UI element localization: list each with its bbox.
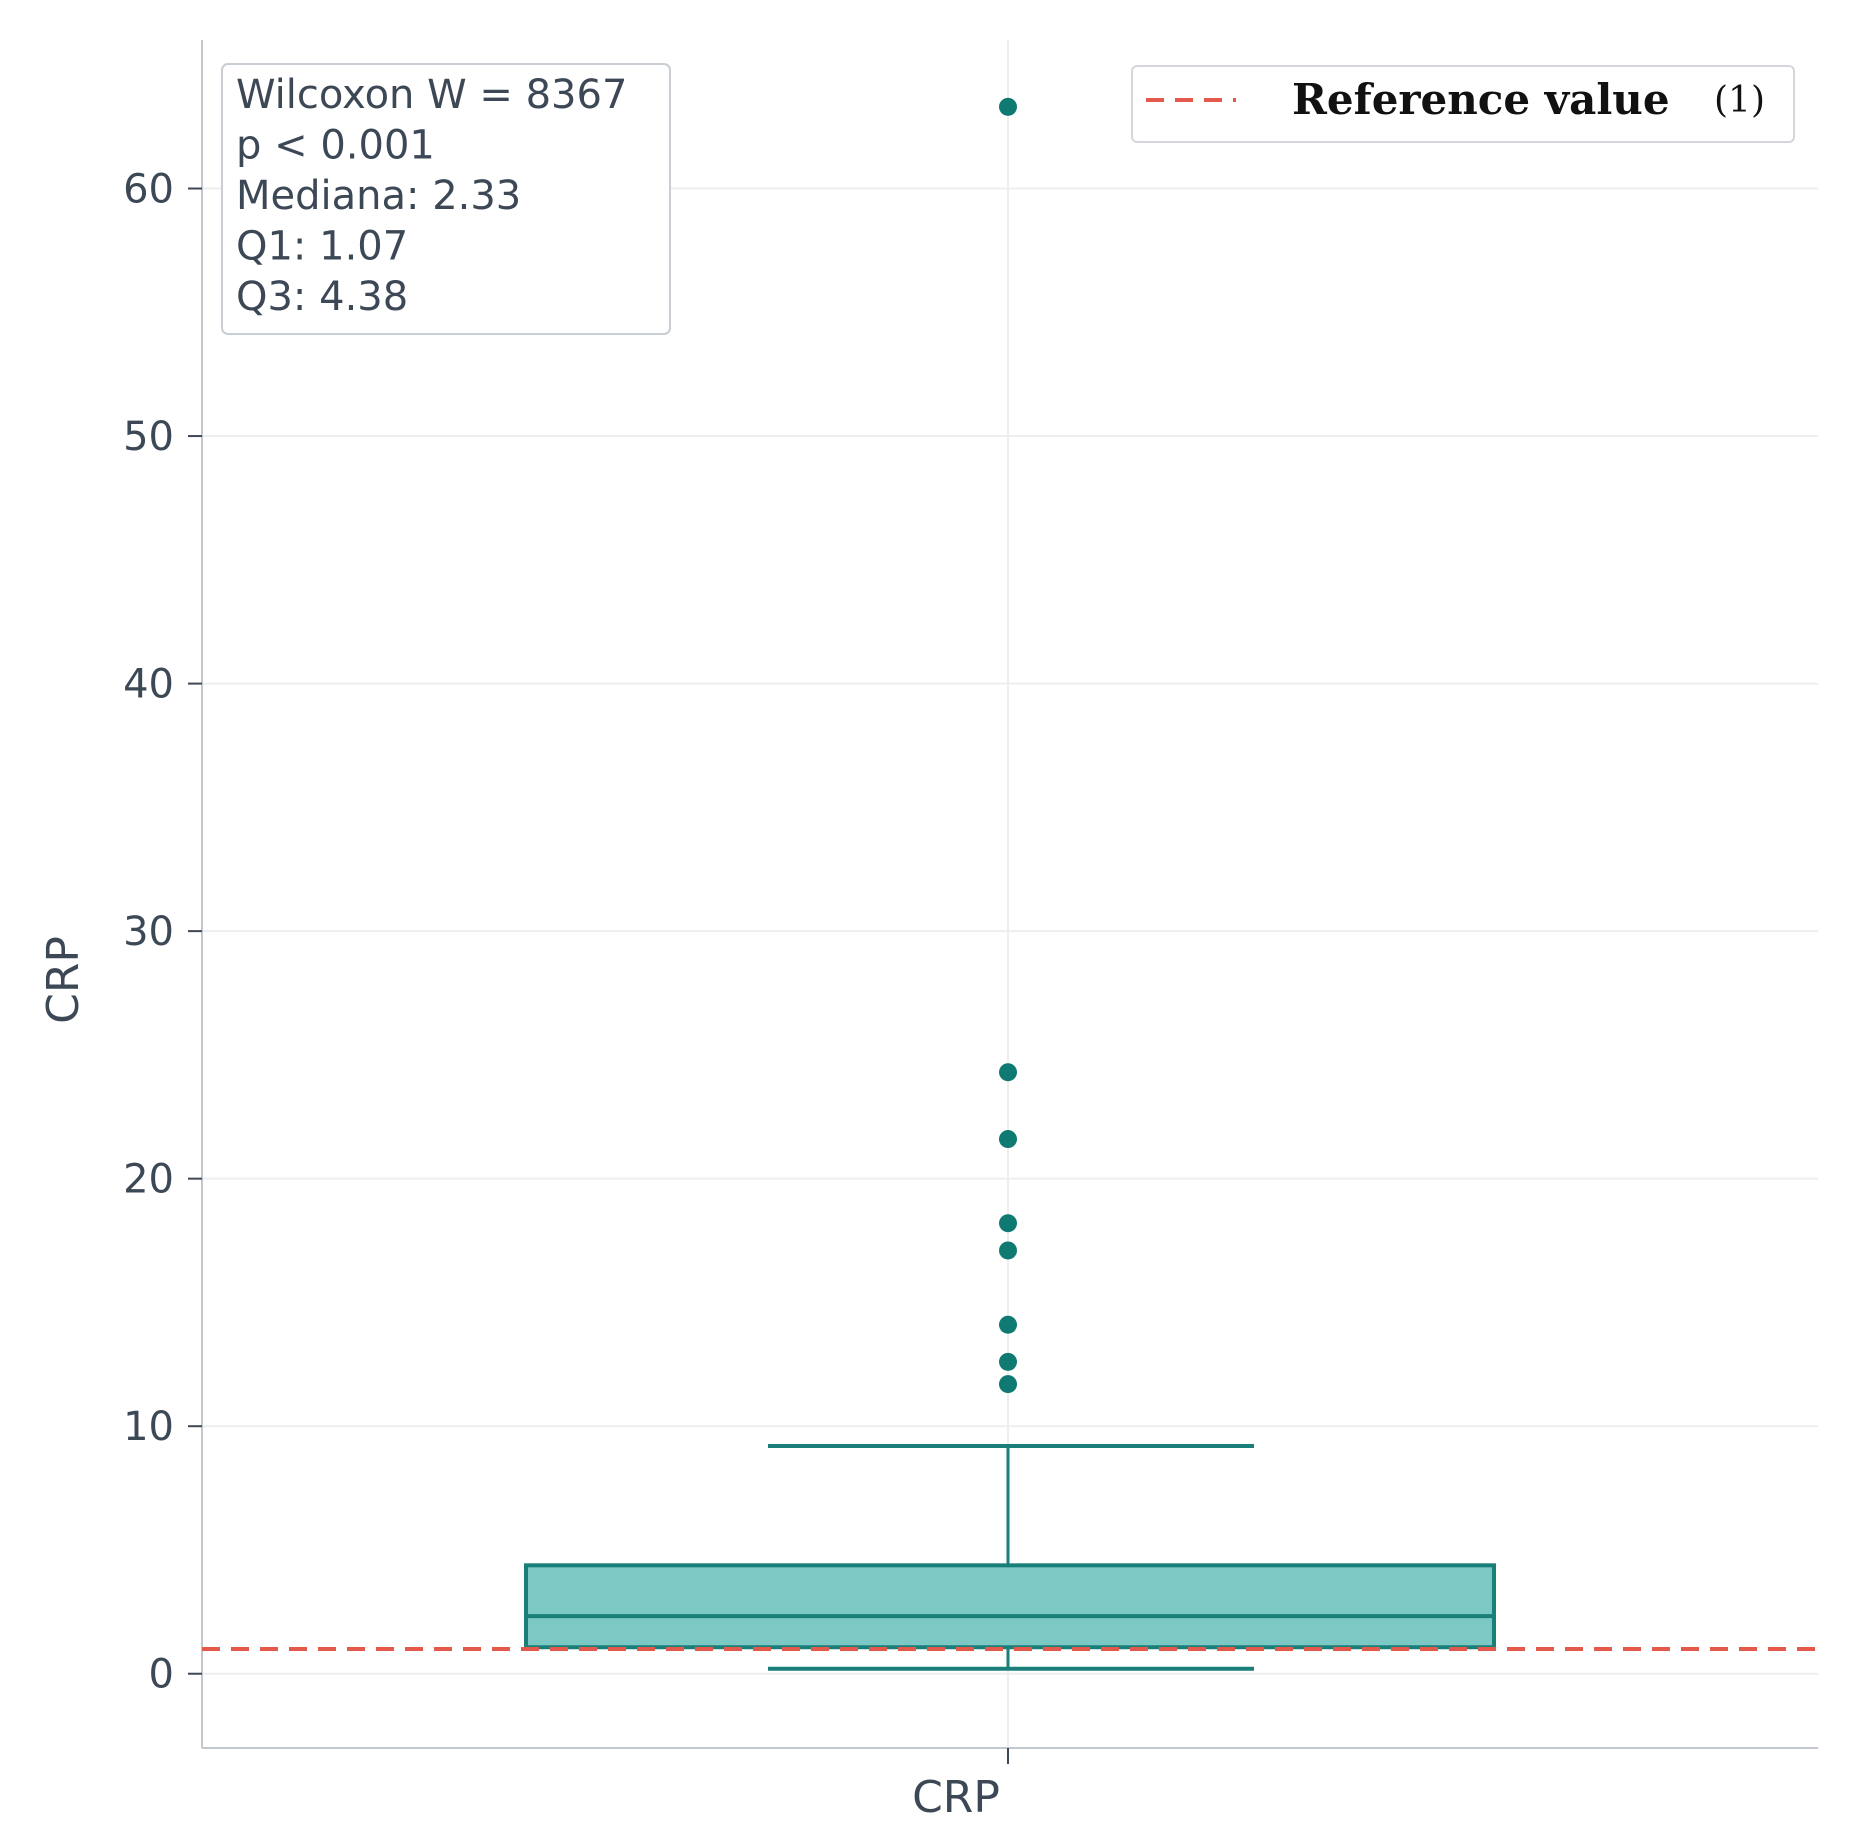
stats-line: Mediana: 2.33: [236, 173, 521, 219]
legend: Reference value (1): [1131, 65, 1795, 143]
stats-line: Q1: 1.07: [236, 224, 408, 270]
y-tick-label: 10: [123, 1404, 174, 1450]
y-axis-label: CRP: [38, 936, 89, 1024]
y-tick-label: 50: [123, 414, 174, 460]
outliers-group: [999, 97, 1017, 1394]
y-tick-label: 0: [149, 1652, 174, 1698]
y-tick-label: 40: [123, 662, 174, 708]
box-group: [524, 1444, 1496, 1671]
outlier-point: [999, 97, 1017, 116]
outlier-point: [999, 1130, 1017, 1149]
legend-frame: [1131, 65, 1795, 143]
outlier-point: [999, 1352, 1017, 1371]
outlier-point: [999, 1214, 1017, 1233]
axes: [201, 40, 1818, 1749]
legend-note-reference: (1): [1714, 80, 1765, 121]
outlier-point: [999, 1315, 1017, 1334]
x-ticks: CRP: [912, 1748, 1009, 1823]
iqr-box: [524, 1563, 1496, 1650]
stats-line: p < 0.001: [236, 123, 435, 169]
y-tick-label: 20: [123, 1157, 174, 1203]
stats-line: Q3: 4.38: [236, 274, 408, 320]
y-tick-label: 60: [123, 167, 174, 213]
y-tick-label: 30: [123, 909, 174, 955]
outlier-point: [999, 1241, 1017, 1260]
x-tick-label: CRP: [912, 1772, 1000, 1823]
legend-label-reference: Reference value: [1292, 75, 1670, 124]
stats-line: Wilcoxon W = 8367: [236, 72, 627, 118]
outlier-point: [999, 1063, 1017, 1082]
outlier-point: [999, 1375, 1017, 1394]
y-ticks: 0 10 20 30 40 50 60: [123, 167, 202, 1698]
